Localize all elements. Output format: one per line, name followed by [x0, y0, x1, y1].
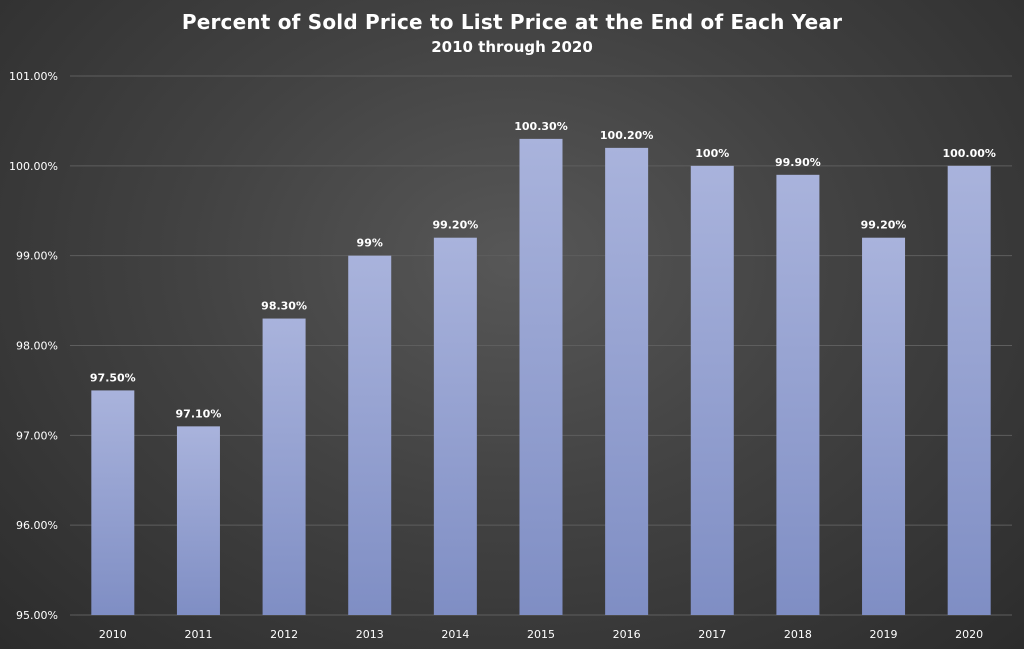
data-label: 97.10%: [176, 407, 222, 420]
data-label: 100%: [695, 147, 729, 160]
data-label: 99%: [357, 237, 383, 250]
y-tick-label: 101.00%: [9, 70, 58, 83]
data-label: 99.90%: [775, 156, 821, 169]
data-labels: 97.50% 97.10% 98.30% 99% 99.20% 100.30% 100.20…: [90, 120, 996, 420]
data-label: 99.20%: [861, 219, 907, 232]
x-tick-label: 2017: [698, 628, 726, 641]
x-tick-label: 2015: [527, 628, 555, 641]
y-tick-label: 97.00%: [16, 429, 58, 442]
y-tick-label: 96.00%: [16, 519, 58, 532]
x-tick-label: 2020: [955, 628, 983, 641]
bar-2017: [690, 165, 734, 616]
bar-2016: [605, 147, 649, 615]
x-tick-label: 2011: [184, 628, 212, 641]
x-tick-label: 2019: [870, 628, 898, 641]
bar-2014: [433, 237, 477, 615]
x-tick-label: 2010: [99, 628, 127, 641]
chart-subtitle: 2010 through 2020: [431, 38, 593, 56]
x-tick-label: 2013: [356, 628, 384, 641]
bar-2015: [519, 138, 563, 615]
data-label: 99.20%: [432, 219, 478, 232]
data-label: 97.50%: [90, 371, 136, 384]
bar-2010: [91, 390, 135, 615]
y-tick-label: 98.00%: [16, 340, 58, 353]
x-tick-label: 2016: [613, 628, 641, 641]
bar-2020: [947, 165, 991, 616]
y-tick-label: 100.00%: [9, 160, 58, 173]
bar-2013: [348, 255, 392, 615]
x-axis-tick-labels: 2010 2011 2012 2013 2014 2015 2016 2017 2018 2019…: [99, 628, 983, 641]
bar-2019: [862, 237, 906, 615]
chart-title: Percent of Sold Price to List Price at t…: [181, 10, 843, 34]
y-tick-label: 95.00%: [16, 609, 58, 622]
data-label: 98.30%: [261, 300, 307, 313]
y-axis-tick-labels: 95.00% 96.00% 97.00% 98.00% 99.00% 100.00% 101…: [9, 70, 58, 622]
bar-2018: [776, 174, 820, 616]
bars: [91, 138, 991, 616]
data-label: 100.20%: [600, 129, 653, 142]
data-label: 100.00%: [942, 147, 995, 160]
data-label: 100.30%: [514, 120, 567, 133]
bar-2011: [176, 426, 220, 615]
x-tick-label: 2014: [441, 628, 469, 641]
x-tick-label: 2012: [270, 628, 298, 641]
x-tick-label: 2018: [784, 628, 812, 641]
y-tick-label: 99.00%: [16, 250, 58, 263]
bar-2012: [262, 318, 306, 615]
